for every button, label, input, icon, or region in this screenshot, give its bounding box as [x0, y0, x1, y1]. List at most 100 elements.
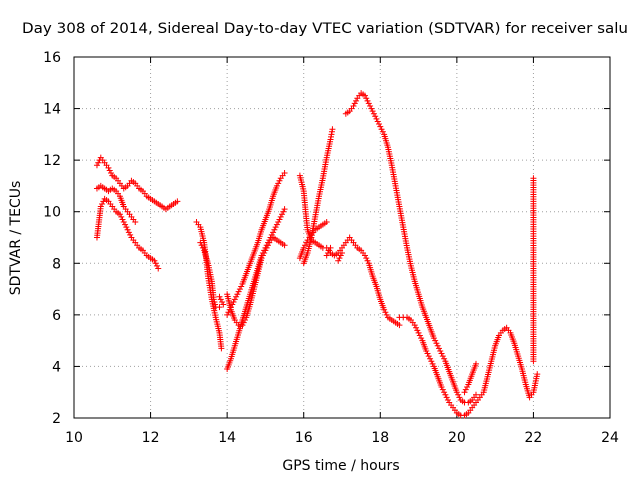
- data-point-marker: [428, 358, 435, 365]
- data-point-marker: [374, 118, 381, 125]
- series-track-8: [224, 170, 288, 318]
- data-point-marker: [379, 128, 386, 135]
- x-tick-label: 18: [371, 430, 389, 446]
- data-point-marker: [361, 92, 368, 99]
- data-point-marker: [373, 115, 380, 122]
- data-point-marker: [124, 226, 131, 233]
- data-point-marker: [281, 242, 288, 249]
- data-point-marker: [235, 288, 242, 295]
- data-point-marker: [97, 203, 104, 210]
- data-series: [93, 90, 541, 419]
- data-point-marker: [441, 355, 448, 362]
- data-point-marker: [230, 298, 237, 305]
- data-point-marker: [275, 219, 282, 226]
- data-point-marker: [108, 170, 115, 177]
- data-point-marker: [217, 296, 224, 303]
- series-track-12: [300, 126, 336, 267]
- data-point-marker: [383, 311, 390, 318]
- data-point-marker: [125, 229, 132, 236]
- data-point-marker: [534, 371, 541, 378]
- data-point-marker: [418, 335, 425, 342]
- y-tick-label: 14: [43, 102, 61, 118]
- series-track-1: [93, 195, 162, 272]
- data-point-marker: [261, 249, 268, 256]
- series-track-16: [396, 314, 541, 419]
- x-tick-label: 22: [525, 430, 543, 446]
- data-point-marker: [120, 219, 127, 226]
- data-point-marker: [415, 329, 422, 336]
- data-point-marker: [100, 198, 107, 205]
- data-point-marker: [151, 257, 158, 264]
- data-point-marker: [122, 221, 129, 228]
- plot-frame: [73, 56, 611, 419]
- data-point-marker: [453, 389, 460, 396]
- data-point-marker: [281, 170, 288, 177]
- x-tick-label: 12: [142, 430, 160, 446]
- data-point-marker: [378, 126, 385, 133]
- data-point-marker: [270, 229, 277, 236]
- data-point-marker: [441, 389, 448, 396]
- data-point-marker: [106, 167, 113, 174]
- data-point-marker: [367, 102, 374, 109]
- data-point-marker: [225, 309, 232, 316]
- data-point-marker: [424, 350, 431, 357]
- data-point-marker: [430, 335, 437, 342]
- data-point-marker: [123, 224, 130, 231]
- data-point-marker: [273, 221, 280, 228]
- data-point-marker: [238, 283, 245, 290]
- y-tick-label: 12: [43, 153, 61, 169]
- data-point-marker: [326, 247, 333, 254]
- data-point-marker: [336, 255, 343, 262]
- data-point-marker: [105, 164, 112, 171]
- data-point-marker: [442, 391, 449, 398]
- data-point-marker: [301, 242, 308, 249]
- data-point-marker: [258, 255, 265, 262]
- series-track-5: [197, 239, 223, 311]
- data-point-marker: [323, 252, 330, 259]
- x-tick-label: 14: [218, 430, 236, 446]
- data-point-marker: [416, 332, 423, 339]
- data-point-marker: [361, 252, 368, 259]
- data-point-marker: [364, 257, 371, 264]
- y-tick-label: 6: [52, 308, 61, 324]
- data-point-marker: [377, 123, 384, 130]
- data-point-marker: [413, 324, 420, 331]
- data-point-marker: [99, 200, 106, 207]
- data-point-marker: [303, 239, 310, 246]
- data-point-marker: [216, 293, 223, 300]
- data-point-marker: [324, 249, 331, 256]
- grid-lines: [74, 57, 610, 418]
- data-point-marker: [351, 100, 358, 107]
- data-point-marker: [365, 100, 372, 107]
- data-point-marker: [276, 216, 283, 223]
- data-point-marker: [272, 224, 279, 231]
- data-point-marker: [281, 206, 288, 213]
- x-tick-label: 24: [601, 430, 619, 446]
- data-point-marker: [427, 355, 434, 362]
- series-track-2: [93, 154, 181, 213]
- data-point-marker: [382, 309, 389, 316]
- data-point-marker: [339, 249, 345, 256]
- data-point-marker: [242, 317, 249, 324]
- data-point-marker: [337, 252, 344, 259]
- data-point-marker: [240, 319, 247, 326]
- data-point-marker: [327, 244, 334, 251]
- data-point-marker: [438, 350, 445, 357]
- series-track-14: [335, 249, 345, 264]
- data-point-marker: [455, 391, 462, 398]
- series-track-13: [323, 244, 334, 259]
- data-point-marker: [262, 247, 269, 254]
- data-point-marker: [279, 211, 286, 218]
- data-point-marker: [363, 255, 370, 262]
- data-point-marker: [462, 386, 469, 393]
- data-point-marker: [264, 242, 271, 249]
- data-point-marker: [329, 126, 336, 133]
- data-point-marker: [263, 244, 270, 251]
- data-point-marker: [174, 198, 181, 205]
- data-point-marker: [443, 394, 450, 401]
- data-point-marker: [376, 121, 383, 128]
- y-tick-label: 2: [52, 411, 61, 427]
- data-point-marker: [197, 239, 204, 246]
- series-track-6: [216, 293, 227, 308]
- data-point-marker: [368, 105, 375, 112]
